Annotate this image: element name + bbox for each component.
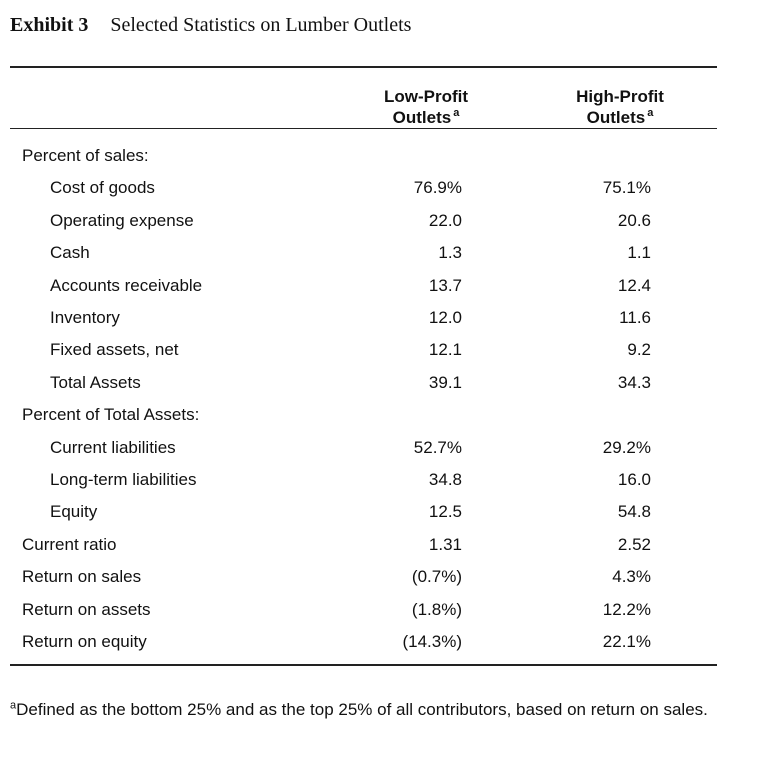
low-profit-value: (14.3%) (402, 632, 462, 651)
table-row: Cost of goods 76.9% 75.1% (0, 178, 772, 210)
low-profit-value: 12.0 (428, 308, 462, 327)
exhibit-title: Exhibit 3 Selected Statistics on Lumber O… (10, 14, 411, 37)
high-profit-value: 4.3% (612, 567, 651, 587)
row-label: Cost of goods (50, 178, 155, 198)
low-profit-value: (0.7%) (411, 567, 462, 587)
row-label: Operating expense (50, 210, 194, 230)
column-header-low-profit: Low-Profit Outlets a (326, 86, 526, 128)
high-profit-value: 20.6 (617, 210, 651, 230)
table-row: Operating expense 22.0 20.6 (0, 211, 772, 243)
high-profit-value: 12.2% (602, 599, 651, 619)
table-row: Cash 1.3 1.1 (0, 243, 772, 275)
column-header-high-profit: High-Profit Outlets a (520, 86, 720, 128)
table-row: Percent of Total Assets: (0, 405, 772, 437)
high-profit-value: 22.1% (602, 632, 651, 651)
high-profit-value: 34.3 (617, 372, 651, 392)
table-row: Percent of sales: (0, 146, 772, 178)
row-label: Current ratio (22, 534, 117, 554)
high-profit-value: 29.2% (602, 437, 651, 457)
exhibit-label: Exhibit 3 (10, 14, 89, 36)
low-profit-value: 13.7 (428, 275, 462, 295)
high-profit-value: 2.52 (617, 534, 651, 554)
row-label: Return on equity (22, 632, 147, 651)
high-profit-value: 1.1 (627, 243, 651, 263)
table-row: Total Assets 39.1 34.3 (0, 373, 772, 405)
table-row: Return on sales (0.7%) 4.3% (0, 567, 772, 599)
row-label: Return on assets (22, 599, 151, 619)
low-profit-value: 1.31 (428, 534, 462, 554)
row-label: Long-term liabilities (50, 470, 197, 489)
low-header-footnote-mark: a (453, 107, 460, 120)
table-row: Return on equity (14.3%) 22.1% (0, 632, 772, 664)
low-header-line1: Low-Profit (383, 87, 469, 106)
high-header-line1: High-Profit (576, 87, 664, 106)
low-profit-value: 52.7% (413, 437, 462, 457)
low-profit-value: 12.5 (428, 502, 462, 522)
row-label: Current liabilities (50, 437, 176, 457)
row-label: Percent of Total Assets: (22, 405, 200, 425)
footnote-text: Defined as the bottom 25% and as the top… (16, 700, 708, 719)
footnote: aDefined as the bottom 25% and as the to… (10, 696, 720, 723)
low-profit-value: 76.9% (413, 178, 462, 198)
table-row: Fixed assets, net 12.1 9.2 (0, 340, 772, 372)
exhibit-caption: Selected Statistics on Lumber Outlets (110, 14, 412, 36)
row-label: Equity (50, 502, 98, 522)
row-label: Fixed assets, net (50, 340, 179, 360)
row-label: Percent of sales: (22, 146, 149, 165)
low-profit-value: 1.3 (438, 243, 462, 263)
low-profit-value: 34.8 (428, 470, 462, 489)
footnote-mark: a (10, 699, 17, 712)
high-profit-value: 9.2 (627, 340, 651, 360)
high-profit-value: 75.1% (602, 178, 651, 198)
bottom-rule (10, 664, 717, 666)
low-profit-value: 22.0 (428, 210, 462, 230)
high-header-line2: Outlets (586, 108, 646, 127)
row-label: Inventory (50, 308, 120, 327)
row-label: Return on sales (22, 567, 142, 587)
high-header-footnote-mark: a (647, 107, 654, 120)
table-row: Accounts receivable 13.7 12.4 (0, 276, 772, 308)
row-label: Cash (50, 243, 90, 263)
table-row: Current ratio 1.31 2.52 (0, 535, 772, 567)
row-label: Accounts receivable (50, 275, 203, 295)
table-row: Inventory 12.0 11.6 (0, 308, 772, 340)
high-profit-value: 12.4 (617, 275, 651, 295)
low-profit-value: 12.1 (428, 340, 462, 360)
top-rule (10, 66, 717, 68)
low-profit-value: (1.8%) (411, 599, 462, 619)
table-row: Long-term liabilities 34.8 16.0 (0, 470, 772, 502)
high-profit-value: 16.0 (617, 470, 651, 489)
low-profit-value: 39.1 (428, 372, 462, 392)
table-row: Current liabilities 52.7% 29.2% (0, 438, 772, 470)
low-header-line2: Outlets (392, 108, 452, 127)
high-profit-value: 11.6 (619, 308, 651, 327)
table-row: Return on assets (1.8%) 12.2% (0, 600, 772, 632)
high-profit-value: 54.8 (617, 502, 651, 522)
header-rule (10, 128, 717, 129)
table-row: Equity 12.5 54.8 (0, 502, 772, 534)
row-label: Total Assets (50, 372, 141, 392)
